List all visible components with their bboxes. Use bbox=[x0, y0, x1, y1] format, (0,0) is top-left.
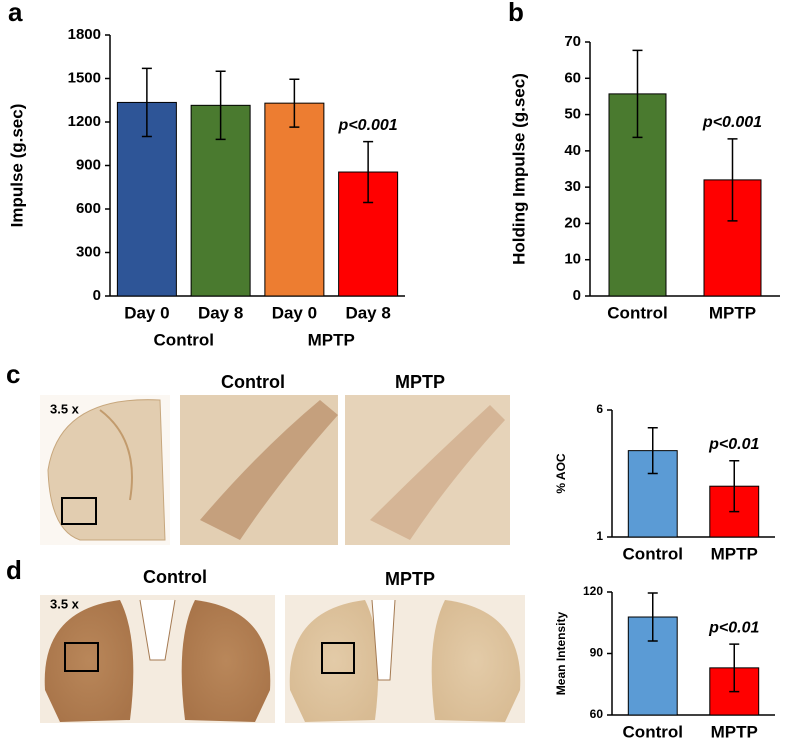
x-tick-label: Control bbox=[623, 544, 683, 563]
panel-label: a bbox=[8, 0, 23, 27]
error-bar bbox=[727, 138, 738, 222]
image-micrograph-mptp bbox=[345, 395, 510, 545]
x-tick-label: Control bbox=[623, 722, 683, 738]
magnification-label: 3.5 x bbox=[50, 596, 80, 611]
y-tick-label: 600 bbox=[76, 200, 101, 217]
error-bar bbox=[632, 49, 643, 139]
group-label: Control bbox=[154, 330, 214, 349]
image-micrograph-control bbox=[180, 395, 338, 545]
image-label: Control bbox=[143, 567, 207, 587]
panel-label: b bbox=[508, 0, 524, 27]
y-tick-label: 10 bbox=[564, 251, 581, 268]
image-label: MPTP bbox=[385, 569, 435, 589]
y-tick-label: 60 bbox=[564, 69, 581, 86]
y-tick-label: 0 bbox=[573, 287, 581, 304]
error-bar bbox=[363, 140, 374, 204]
annotation: p<0.001 bbox=[702, 114, 762, 131]
image-label: Control bbox=[221, 372, 285, 392]
annotation: p<0.01 bbox=[708, 436, 759, 453]
y-tick-label: 0 bbox=[93, 287, 101, 304]
x-tick-label: MPTP bbox=[709, 303, 756, 322]
y-axis-label: Mean Intensity bbox=[554, 612, 568, 696]
x-tick-label: Day 0 bbox=[272, 303, 317, 322]
x-tick-label: Day 8 bbox=[345, 303, 390, 322]
panel-label: c bbox=[6, 359, 20, 389]
y-tick-label: 1 bbox=[596, 529, 603, 543]
y-tick-label: 60 bbox=[590, 707, 604, 721]
y-tick-label: 120 bbox=[583, 584, 603, 598]
x-tick-label: MPTP bbox=[711, 544, 758, 563]
y-tick-label: 40 bbox=[564, 142, 581, 159]
image-brain-section bbox=[40, 395, 170, 545]
x-tick-label: MPTP bbox=[711, 722, 758, 738]
image-striatum-control bbox=[40, 595, 275, 723]
y-tick-label: 6 bbox=[596, 402, 603, 416]
y-tick-label: 1200 bbox=[68, 113, 101, 130]
y-tick-label: 50 bbox=[564, 106, 581, 123]
image-label: MPTP bbox=[395, 372, 445, 392]
y-tick-label: 90 bbox=[590, 646, 604, 660]
error-bar bbox=[141, 67, 152, 138]
y-tick-label: 1800 bbox=[68, 26, 101, 43]
bar bbox=[264, 102, 325, 297]
x-tick-label: Day 8 bbox=[198, 303, 243, 322]
error-bar bbox=[647, 592, 658, 642]
y-tick-label: 30 bbox=[564, 178, 581, 195]
y-tick-label: 70 bbox=[564, 33, 581, 50]
annotation: p<0.001 bbox=[338, 117, 398, 134]
x-tick-label: Control bbox=[607, 303, 667, 322]
image-striatum-mptp bbox=[285, 595, 525, 723]
y-axis-label: % AOC bbox=[554, 453, 568, 494]
y-tick-label: 900 bbox=[76, 156, 101, 173]
y-axis-label: Holding Impulse (g.sec) bbox=[509, 73, 528, 265]
y-tick-label: 300 bbox=[76, 243, 101, 260]
x-tick-label: Day 0 bbox=[124, 303, 169, 322]
panel-label: d bbox=[6, 555, 22, 585]
y-tick-label: 1500 bbox=[68, 69, 101, 86]
y-tick-label: 20 bbox=[564, 214, 581, 231]
error-bar bbox=[647, 427, 658, 475]
group-label: MPTP bbox=[308, 330, 355, 349]
annotation: p<0.01 bbox=[708, 619, 759, 636]
error-bar bbox=[289, 78, 300, 128]
error-bar bbox=[215, 70, 226, 141]
error-bar bbox=[729, 460, 740, 513]
magnification-label: 3.5 x bbox=[50, 401, 80, 416]
error-bar bbox=[729, 643, 740, 693]
y-axis-label: Impulse (g.sec) bbox=[7, 104, 26, 228]
